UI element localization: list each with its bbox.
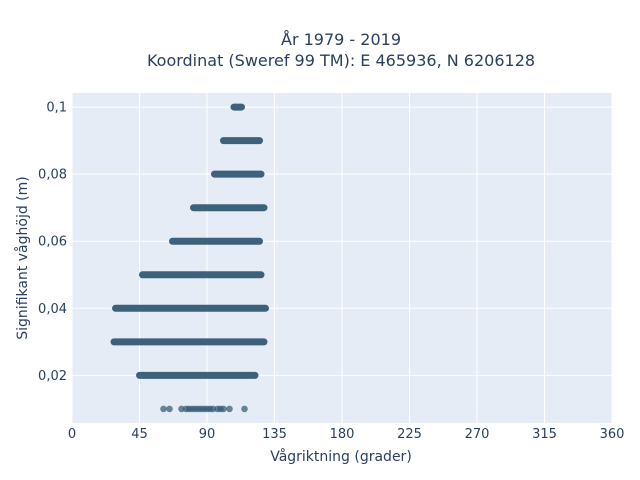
data-point-17: [241, 405, 248, 413]
x-tick-label-3: 135: [262, 427, 287, 442]
y-tick-label-2: 0,06: [38, 235, 67, 250]
y-axis-title: Signifikant våghöjd (m): [14, 176, 31, 339]
x-axis-ticks: 0 45 90 135 180 225 270 315 360: [68, 427, 625, 442]
x-tick-label-1: 45: [131, 427, 148, 442]
y-tick-label-1: 0,04: [38, 302, 67, 317]
y-axis-ticks: 0,02 0,04 0,06 0,08 0,1: [38, 101, 67, 384]
x-tick-label-5: 225: [397, 427, 422, 442]
x-tick-label-0: 0: [68, 427, 76, 442]
data-point-16: [226, 405, 233, 413]
x-tick-label-4: 180: [330, 427, 355, 442]
chart-title-line-1: År 1979 - 2019: [281, 30, 401, 49]
y-tick-label-4: 0,1: [46, 101, 67, 116]
x-axis-title: Vågriktning (grader): [270, 448, 412, 465]
y-tick-label-0: 0,02: [38, 369, 67, 384]
grid-lines: [71, 93, 613, 423]
data-points: [160, 405, 248, 413]
data-point-0: [160, 405, 167, 413]
y-tick-label-3: 0,08: [38, 168, 67, 183]
data-point-15: [220, 405, 227, 413]
x-tick-label-8: 360: [600, 427, 625, 442]
data-point-1: [166, 405, 173, 413]
x-tick-label-2: 90: [199, 427, 216, 442]
chart-title-line-2: Koordinat (Sweref 99 TM): E 465936, N 62…: [147, 51, 535, 70]
data-bands: [110, 103, 269, 379]
x-tick-label-7: 315: [532, 427, 557, 442]
x-tick-label-6: 270: [465, 427, 490, 442]
